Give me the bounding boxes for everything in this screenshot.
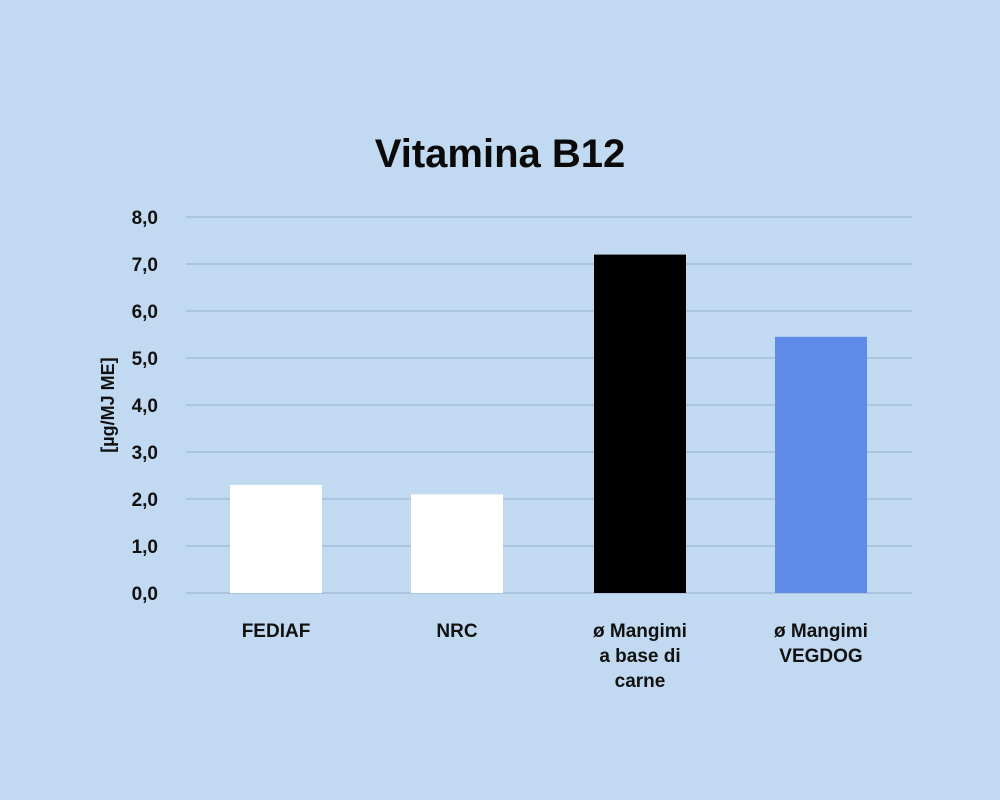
y-tick-label: 8,0 xyxy=(132,208,158,229)
bar-2 xyxy=(594,254,686,593)
bar-3 xyxy=(775,336,867,593)
chart-title: Vitamina B12 xyxy=(375,132,626,176)
y-tick-label: 7,0 xyxy=(132,255,158,276)
category-label-line: VEGDOG xyxy=(779,646,862,667)
y-tick-label: 6,0 xyxy=(132,302,158,323)
category-label-2: ø Mangimi a base di carne xyxy=(593,621,687,692)
y-tick-label: 0,0 xyxy=(132,584,158,605)
category-label-line: ø Mangimi xyxy=(774,621,868,642)
y-tick-label: 1,0 xyxy=(132,537,158,558)
category-label-line: a base di xyxy=(599,646,680,667)
category-label-1: NRC xyxy=(436,621,477,642)
category-label-0: FEDIAF xyxy=(242,621,311,642)
y-tick-label: 3,0 xyxy=(132,443,158,464)
category-label-line: FEDIAF xyxy=(242,621,311,642)
bar-0 xyxy=(230,484,322,593)
bar-1 xyxy=(411,494,503,593)
y-tick-label: 4,0 xyxy=(132,396,158,417)
y-tick-label: 2,0 xyxy=(132,490,158,511)
y-axis-ticks: 0,0 1,0 2,0 3,0 4,0 5,0 6,0 7,0 8,0 xyxy=(132,208,158,605)
y-axis-label: [µg/MJ ME] xyxy=(98,357,118,452)
category-label-3: ø Mangimi VEGDOG xyxy=(774,621,868,667)
category-label-line: NRC xyxy=(436,621,477,642)
bars xyxy=(230,254,867,593)
category-label-line: ø Mangimi xyxy=(593,621,687,642)
category-label-line: carne xyxy=(615,671,666,692)
y-tick-label: 5,0 xyxy=(132,349,158,370)
